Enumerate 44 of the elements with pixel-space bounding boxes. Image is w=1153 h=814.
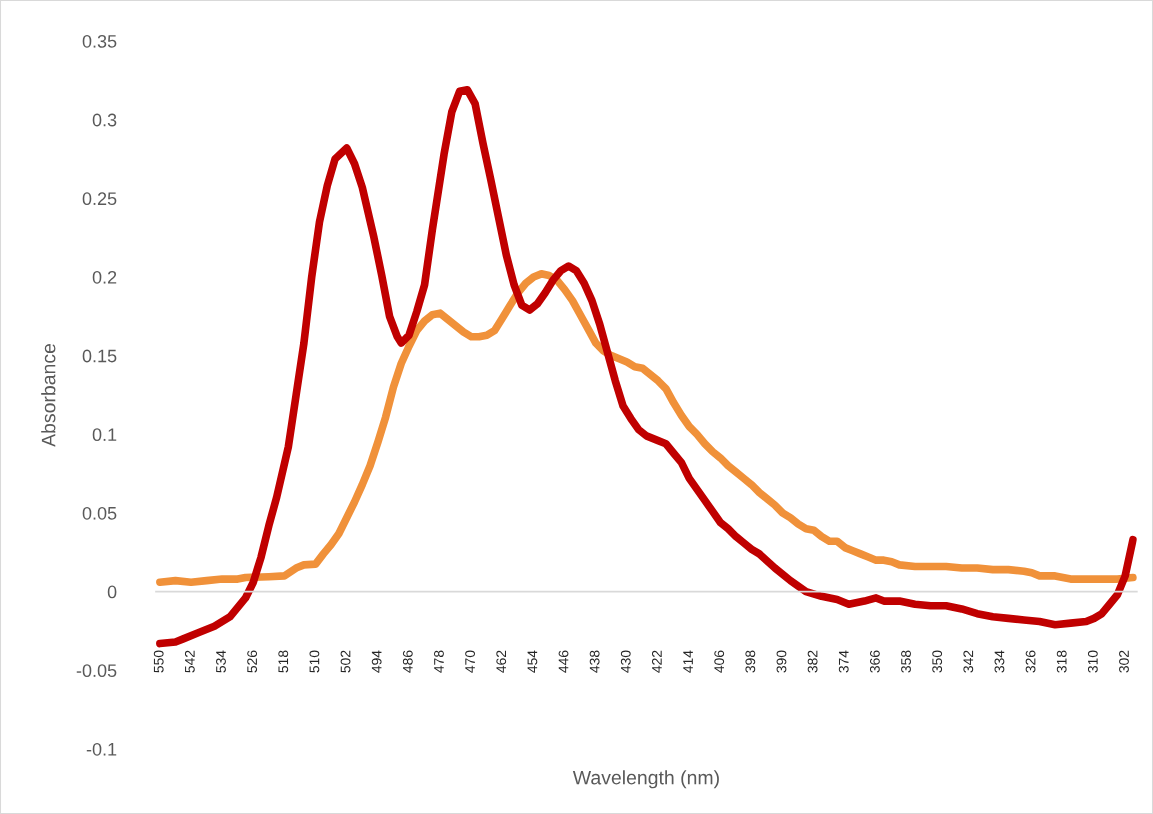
x-tick-label: 534 — [216, 650, 226, 673]
y-tick-label: 0.35 — [82, 34, 117, 48]
x-tick-label: 430 — [620, 650, 631, 673]
x-tick-label: 526 — [247, 650, 258, 673]
y-tick-label: 0 — [107, 585, 117, 599]
x-tick-label: 374 — [838, 650, 849, 673]
y-tick-label: 0.05 — [82, 506, 117, 520]
y-tick-label: -0.1 — [86, 742, 117, 756]
y-tick-label: -0.05 — [76, 664, 117, 678]
y-tick-label: 0.3 — [92, 113, 117, 127]
x-tick-label: 414 — [683, 650, 693, 673]
x-tick-label: 518 — [278, 650, 289, 673]
x-tick-label: 406 — [714, 650, 725, 673]
y-tick-label: 0.25 — [82, 192, 117, 206]
x-tick-label: 486 — [402, 650, 413, 673]
x-tick-label: 438 — [589, 650, 600, 673]
x-axis-title: Wavelength (nm) — [572, 770, 719, 789]
x-tick-label: 318 — [1056, 650, 1067, 673]
x-tick-label: 302 — [1119, 650, 1129, 673]
x-tick-label: 350 — [932, 650, 943, 673]
x-tick-label: 454 — [527, 650, 538, 673]
x-tick-label: 398 — [745, 650, 756, 673]
x-tick-label: 422 — [652, 650, 662, 673]
x-tick-label: 446 — [558, 650, 569, 673]
x-tick-label: 326 — [1025, 650, 1036, 673]
x-tick-label: 358 — [901, 650, 911, 673]
y-tick-label: 0.1 — [92, 428, 117, 442]
x-tick-label: 470 — [465, 650, 475, 673]
x-tick-label: 366 — [869, 650, 880, 673]
x-tick-label: 494 — [371, 650, 382, 673]
x-tick-label: 382 — [807, 650, 818, 673]
y-tick-label: 0.15 — [82, 349, 117, 363]
x-tick-label: 478 — [434, 650, 444, 673]
x-tick-label: 502 — [340, 650, 351, 673]
x-tick-label: 310 — [1087, 650, 1098, 673]
x-tick-label: 462 — [496, 650, 507, 673]
x-tick-label: 550 — [153, 650, 164, 673]
x-tick-label: 342 — [963, 650, 974, 673]
y-tick-label: 0.2 — [92, 270, 117, 284]
x-tick-label: 542 — [184, 650, 195, 673]
x-tick-label: 334 — [994, 650, 1005, 673]
x-tick-label: 390 — [776, 650, 787, 673]
y-axis-title: Absorbance — [41, 343, 56, 447]
x-tick-label: 510 — [309, 650, 320, 673]
